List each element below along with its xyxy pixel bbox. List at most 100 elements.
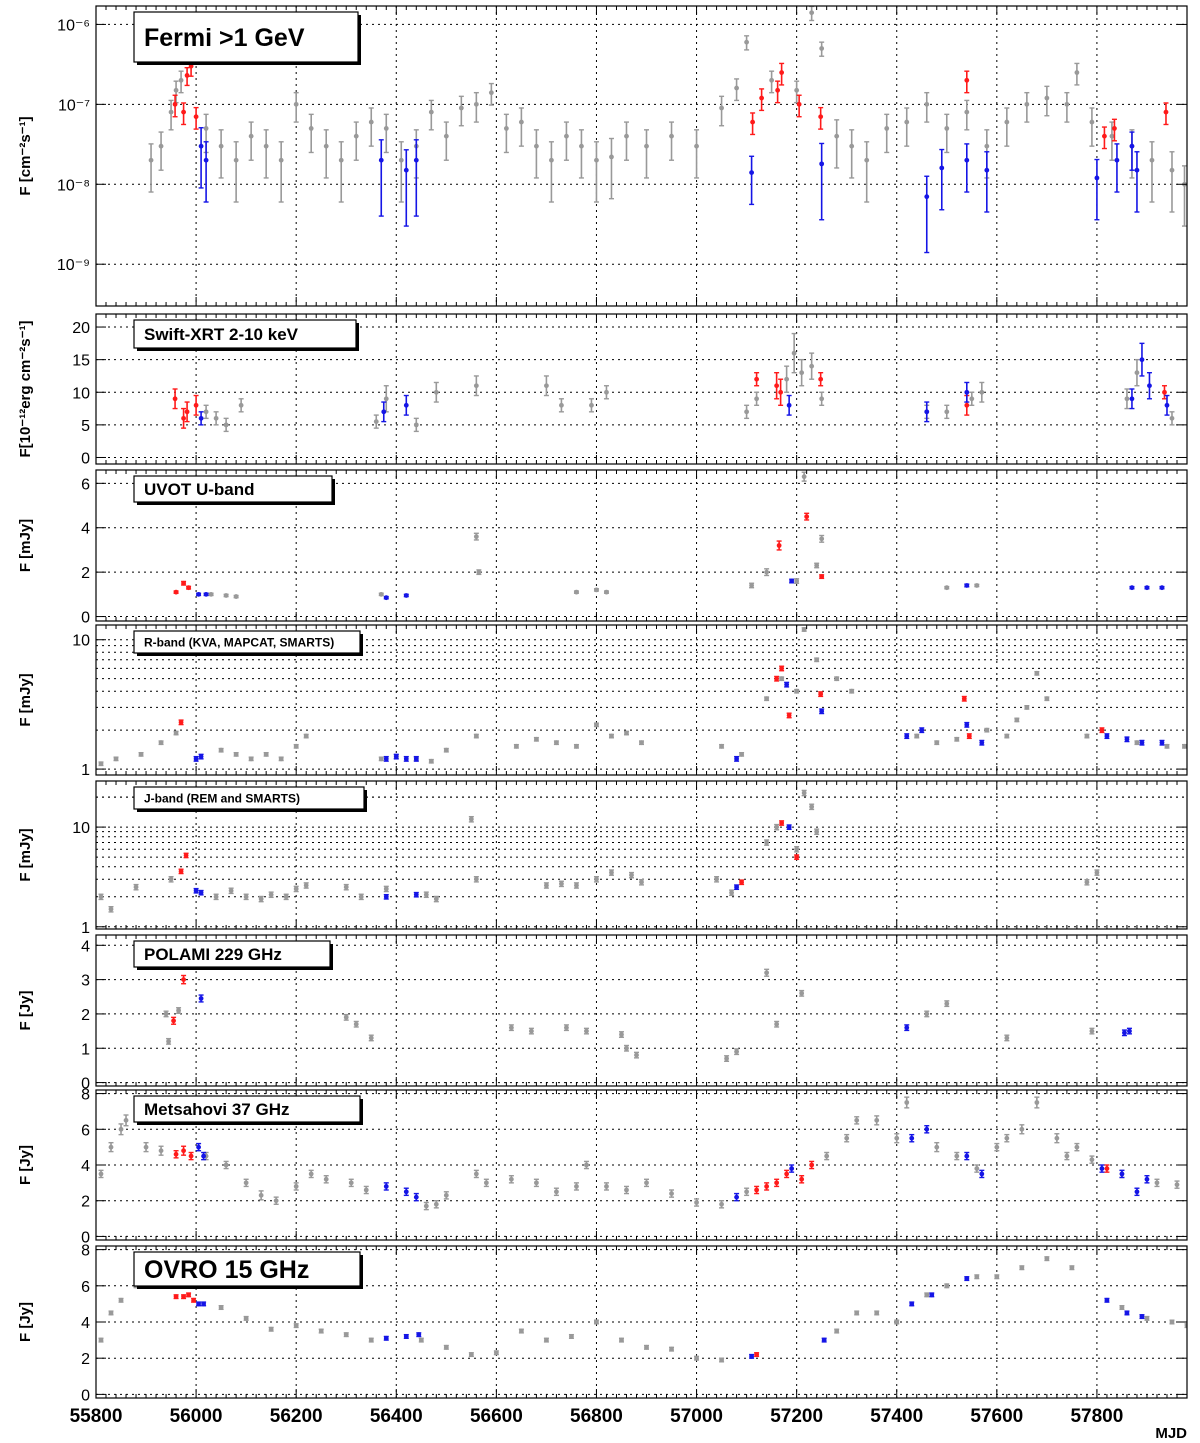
data-point <box>1089 1028 1095 1034</box>
data-point <box>786 713 792 718</box>
y-tick-label: 6 <box>81 1279 90 1296</box>
y-tick-label: 4 <box>81 1158 90 1175</box>
data-point <box>173 1294 179 1300</box>
data-point <box>338 157 344 163</box>
data-point <box>939 165 945 171</box>
data-point <box>964 583 970 588</box>
data-point <box>639 879 644 885</box>
data-point <box>358 894 364 900</box>
data-point <box>473 1171 479 1177</box>
data-point <box>198 754 204 759</box>
data-point <box>403 402 409 408</box>
data-point <box>278 157 284 163</box>
data-point <box>233 157 239 163</box>
data-point <box>944 1001 950 1007</box>
data-point <box>1099 727 1105 733</box>
title-box <box>133 786 365 810</box>
data-point <box>108 1144 114 1150</box>
data-point <box>343 884 349 890</box>
data-point <box>303 883 309 888</box>
data-point <box>273 1198 279 1204</box>
data-point <box>343 1014 349 1020</box>
data-point <box>849 143 855 149</box>
data-point <box>834 1328 840 1334</box>
data-point <box>644 1180 649 1186</box>
data-point <box>368 1035 374 1041</box>
data-layer <box>98 789 1100 913</box>
data-point <box>1134 1189 1140 1195</box>
data-point <box>694 1200 699 1205</box>
data-point <box>373 419 379 425</box>
y-tick-label: 0 <box>81 610 90 627</box>
y-axis-label: F [Jy] <box>17 990 34 1030</box>
data-point <box>1104 1166 1110 1171</box>
data-layer <box>98 627 1187 767</box>
data-point <box>248 756 254 762</box>
data-point <box>323 1176 329 1182</box>
data-point <box>964 77 970 83</box>
panel-8: 0 2 4 6 8 F [Jy] OVRO 15 GHz <box>17 1243 1188 1404</box>
x-tick-label: 56400 <box>370 1406 423 1427</box>
data-point <box>779 676 785 682</box>
data-point <box>854 1117 860 1123</box>
data-point <box>1169 415 1175 421</box>
data-point <box>884 126 890 131</box>
data-point <box>964 1276 970 1281</box>
data-layer <box>148 6 1187 254</box>
data-point <box>203 591 209 597</box>
data-point <box>769 77 775 83</box>
data-point <box>181 415 186 421</box>
data-point <box>223 1162 229 1168</box>
data-point <box>186 585 191 591</box>
data-point <box>98 1337 104 1343</box>
data-point <box>518 119 524 125</box>
data-point <box>1139 1314 1145 1319</box>
data-point <box>403 1334 409 1339</box>
data-point <box>423 1203 429 1209</box>
data-point <box>739 751 744 757</box>
data-point <box>1112 126 1117 131</box>
data-point <box>383 396 389 402</box>
data-point <box>184 73 190 78</box>
data-point <box>293 886 299 892</box>
data-point <box>564 133 569 139</box>
data-point <box>624 730 629 736</box>
data-point <box>181 580 186 586</box>
data-point <box>844 1135 850 1141</box>
data-point <box>594 1319 599 1325</box>
data-point <box>118 1297 124 1303</box>
data-point <box>979 740 985 746</box>
data-point <box>1129 143 1135 149</box>
y-tick-label: 10 <box>72 820 90 837</box>
panel-3: 0 2 4 6 F [mJy] UVOT U-band <box>17 469 1188 627</box>
data-point <box>774 824 780 830</box>
data-point <box>173 730 179 736</box>
data-point <box>974 583 980 588</box>
y-axis-label: F[10⁻¹²erg cm⁻²s⁻¹] <box>17 320 34 457</box>
data-point <box>984 727 990 733</box>
data-point <box>824 1153 830 1159</box>
data-point <box>383 1335 389 1341</box>
data-point <box>559 881 564 887</box>
data-point <box>184 409 190 415</box>
data-point <box>348 1180 354 1186</box>
panel-title: POLAMI 229 GHz <box>144 945 282 964</box>
data-point <box>416 1332 422 1338</box>
y-tick-label: 6 <box>81 476 90 493</box>
data-point <box>801 474 807 480</box>
data-point <box>819 536 825 542</box>
data-point <box>1044 1256 1050 1262</box>
data-point <box>774 383 780 389</box>
data-point <box>778 389 784 395</box>
data-point <box>644 143 649 149</box>
y-tick-label: 8 <box>81 1243 90 1260</box>
data-point <box>1164 402 1170 408</box>
data-point <box>508 1176 514 1182</box>
data-point <box>1074 1144 1080 1150</box>
data-point <box>1084 733 1090 739</box>
data-point <box>1064 101 1070 107</box>
data-point <box>979 1171 985 1177</box>
data-point <box>974 1274 980 1280</box>
data-point <box>914 733 920 739</box>
x-tick-label: 56800 <box>570 1406 623 1427</box>
